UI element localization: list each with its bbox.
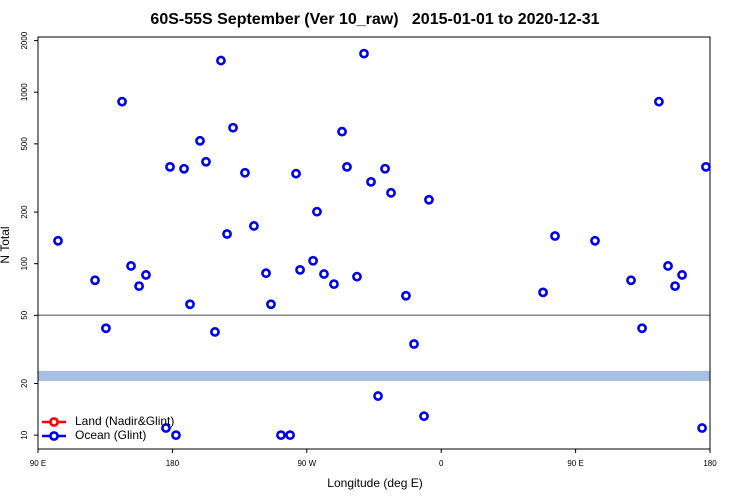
- point: [337, 126, 347, 137]
- x-tick-label: 90 E: [30, 459, 46, 468]
- point: [329, 279, 339, 290]
- y-tick-label: 20: [20, 379, 29, 388]
- point: [171, 430, 181, 441]
- point: [134, 281, 144, 292]
- point: [291, 168, 301, 179]
- x-tick-label: 0: [439, 459, 444, 468]
- y-tick-label: 2000: [20, 31, 29, 49]
- point: [185, 299, 195, 310]
- point: [261, 268, 271, 279]
- point: [165, 161, 175, 172]
- point: [401, 290, 411, 301]
- point: [210, 327, 220, 337]
- point: [670, 281, 680, 292]
- point: [276, 430, 286, 441]
- point: [359, 48, 369, 59]
- point: [637, 323, 647, 334]
- point: [240, 167, 250, 178]
- point: [141, 270, 151, 280]
- y-tick-label: 200: [20, 205, 29, 219]
- y-axis-label: N Total: [0, 226, 12, 263]
- legend-label: Land (Nadir&Glint): [75, 414, 174, 428]
- point: [126, 261, 136, 271]
- point: [161, 423, 171, 433]
- point: [352, 271, 362, 282]
- point: [228, 122, 238, 133]
- point: [216, 55, 226, 66]
- point: [222, 229, 232, 239]
- point: [663, 261, 673, 271]
- point: [266, 299, 276, 310]
- point: [101, 323, 111, 334]
- point: [550, 231, 560, 241]
- band: [38, 370, 710, 381]
- x-tick-label: 180: [166, 459, 180, 468]
- point: [424, 194, 434, 205]
- point: [366, 176, 376, 187]
- point: [308, 255, 318, 266]
- point: [319, 269, 329, 279]
- point: [373, 391, 383, 401]
- point: [295, 264, 305, 275]
- y-tick-label: 100: [20, 256, 29, 270]
- chart-title: 60S-55S September (Ver 10_raw) 2015-01-0…: [150, 11, 599, 28]
- point: [117, 96, 127, 107]
- legend-marker: [49, 431, 59, 441]
- point: [53, 235, 63, 246]
- x-axis-label: Longitude (deg E): [327, 476, 422, 490]
- point: [195, 135, 205, 146]
- point: [697, 423, 707, 433]
- y-tick-label: 500: [20, 137, 29, 151]
- point: [409, 339, 419, 349]
- point: [419, 411, 429, 422]
- point: [312, 206, 322, 217]
- x-tick-label: 90 E: [567, 459, 583, 468]
- point: [285, 430, 295, 441]
- point: [380, 163, 390, 174]
- x-tick-label: 90 W: [297, 459, 316, 468]
- point: [342, 161, 352, 172]
- plot-frame: [37, 36, 711, 450]
- point: [626, 275, 636, 286]
- point: [386, 187, 396, 198]
- point: [179, 163, 189, 174]
- point: [677, 270, 687, 280]
- y-tick-label: 10: [20, 430, 29, 439]
- y-tick-label: 1000: [20, 83, 29, 101]
- point: [249, 221, 259, 231]
- legend-label: Ocean (Glint): [75, 428, 146, 442]
- point: [90, 275, 100, 286]
- y-tick-label: 50: [20, 310, 29, 319]
- point: [538, 287, 548, 298]
- point: [590, 235, 600, 246]
- x-tick-label: 180: [703, 459, 717, 468]
- legend-marker: [49, 417, 59, 427]
- point: [701, 161, 711, 172]
- point: [654, 96, 664, 107]
- point: [201, 156, 211, 167]
